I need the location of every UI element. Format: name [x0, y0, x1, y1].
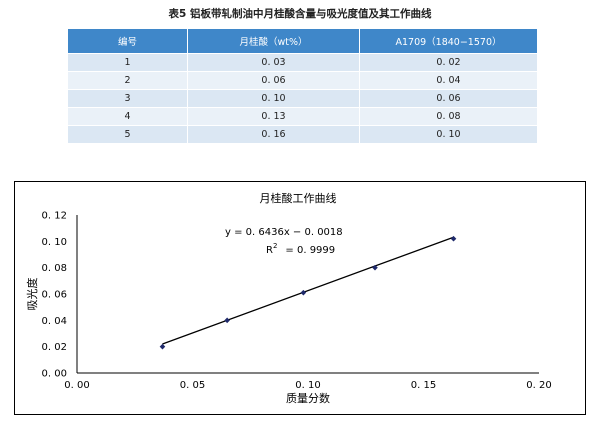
table-row: 1 0. 03 0. 02 — [67, 53, 538, 72]
table-row: 3 0. 10 0. 06 — [67, 89, 538, 108]
header-absorbance-text: A1709（1840−1570） — [395, 37, 502, 48]
table-title: 表5 铝板带轧制油中月桂酸含量与吸光度值及其工作曲线 — [168, 8, 432, 20]
cell-number: 2 — [67, 71, 188, 90]
equation-label: y = 0. 6436x − 0. 0018 — [225, 227, 343, 238]
x-tick-labels: 0. 00 0. 05 0. 10 0. 15 0. 20 — [64, 380, 551, 391]
y-tick-label: 0. 12 — [42, 211, 67, 222]
table-row: 2 0. 06 0. 04 — [67, 71, 538, 90]
chart-frame: 月桂酸工作曲线 0. 00 0. 05 0. 10 0. 15 0. 20 0. 00 0… — [14, 181, 586, 415]
cell-lauric-acid: 0. 03 — [187, 53, 360, 72]
cell-absorbance: 0. 06 — [359, 89, 538, 108]
r2-label: R2 = 0. 9999 — [266, 242, 335, 256]
cell-number: 1 — [67, 53, 188, 72]
y-axis-label: 吸光度 — [25, 278, 39, 311]
cell-absorbance: 0. 02 — [359, 53, 538, 72]
data-point — [450, 235, 457, 242]
cell-absorbance: 0. 10 — [359, 125, 538, 144]
r2-superscript: 2 — [273, 242, 277, 250]
data-point — [224, 317, 230, 324]
cell-absorbance: 0. 08 — [359, 107, 538, 126]
x-tick-label: 0. 10 — [295, 380, 320, 391]
header-number: 编号 — [67, 28, 188, 54]
header-absorbance: A1709（1840−1570） — [359, 28, 538, 54]
cell-lauric-acid: 0. 16 — [187, 125, 360, 144]
header-lauric-acid: 月桂酸（wt%） — [187, 28, 360, 54]
x-axis-label: 质量分数 — [286, 392, 330, 405]
x-tick-label: 0. 05 — [180, 380, 205, 391]
y-tick-label: 0. 00 — [42, 369, 67, 380]
table-row: 4 0. 13 0. 08 — [67, 107, 538, 126]
data-point — [300, 289, 307, 296]
x-tick-label: 0. 20 — [526, 380, 551, 391]
x-tick-label: 0. 15 — [411, 380, 436, 391]
cell-number: 4 — [67, 107, 188, 126]
y-tick-label: 0. 04 — [42, 316, 67, 327]
r2-value: = 0. 9999 — [285, 245, 335, 256]
cell-lauric-acid: 0. 10 — [187, 89, 360, 108]
x-tick-label: 0. 00 — [64, 380, 89, 391]
cell-number: 5 — [67, 125, 188, 144]
r2-letter: R — [266, 245, 273, 256]
trendline — [162, 236, 454, 345]
y-tick-labels: 0. 00 0. 02 0. 04 0. 06 0. 08 0. 10 0. 12 — [42, 211, 67, 380]
cell-absorbance: 0. 04 — [359, 71, 538, 90]
y-tick-label: 0. 08 — [42, 263, 67, 274]
y-tick-label: 0. 02 — [42, 342, 67, 353]
cell-lauric-acid: 0. 06 — [187, 71, 360, 90]
chart-svg: 月桂酸工作曲线 0. 00 0. 05 0. 10 0. 15 0. 20 0. 000… — [25, 191, 552, 405]
table-row: 5 0. 16 0. 10 — [67, 125, 538, 144]
data-point — [159, 343, 166, 350]
chart-title: 月桂酸工作曲线 — [260, 191, 337, 205]
y-tick-label: 0. 10 — [42, 237, 67, 248]
data-table: 编号 月桂酸（wt%） A1709（1840−1570） 1 0. 03 0. … — [67, 28, 538, 144]
table-header-row: 编号 月桂酸（wt%） A1709（1840−1570） — [67, 28, 538, 54]
y-tick-label: 0. 06 — [42, 290, 67, 301]
cell-number: 3 — [67, 89, 188, 108]
cell-lauric-acid: 0. 13 — [187, 107, 360, 126]
